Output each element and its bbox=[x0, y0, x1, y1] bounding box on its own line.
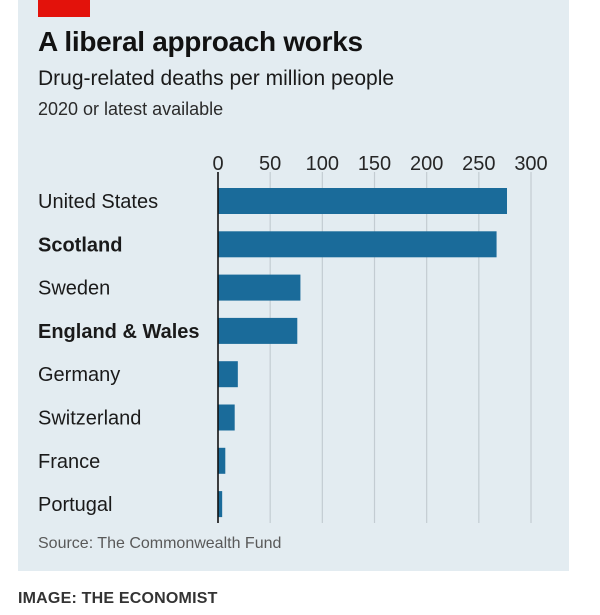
bar bbox=[218, 447, 226, 474]
category-label-highlighted: England & Wales bbox=[38, 321, 200, 343]
bar-chart: 0 50 100 150 200 250 300 United States Scotland S… bbox=[38, 153, 548, 523]
bar bbox=[218, 188, 508, 214]
x-tick-label: 250 bbox=[462, 153, 495, 175]
x-tick-label: 200 bbox=[410, 153, 443, 175]
x-tick-label: 50 bbox=[259, 153, 281, 175]
bar bbox=[218, 317, 298, 344]
chart-title: A liberal approach works bbox=[38, 26, 363, 57]
x-tick-label: 300 bbox=[514, 153, 547, 175]
category-label: Portugal bbox=[38, 494, 113, 516]
brand-tag bbox=[38, 0, 90, 17]
bar bbox=[218, 361, 238, 388]
x-tick-label: 100 bbox=[306, 153, 339, 175]
bar bbox=[218, 404, 235, 431]
bar bbox=[218, 274, 301, 301]
category-label: United States bbox=[38, 191, 158, 213]
category-label: Sweden bbox=[38, 278, 110, 300]
image-credit: IMAGE: THE ECONOMIST bbox=[18, 590, 218, 607]
chart-period: 2020 or latest available bbox=[38, 99, 224, 119]
category-label-highlighted: Scotland bbox=[38, 234, 122, 256]
chart-subtitle: Drug-related deaths per million people bbox=[38, 67, 395, 90]
x-tick-label: 150 bbox=[358, 153, 391, 175]
category-label: Germany bbox=[38, 364, 120, 386]
chart-source: Source: The Commonwealth Fund bbox=[38, 535, 282, 552]
chart-panel: A liberal approach works Drug-related de… bbox=[18, 0, 569, 571]
category-label: France bbox=[38, 451, 100, 473]
x-tick-label: 0 bbox=[212, 153, 223, 175]
bar bbox=[218, 491, 223, 518]
bar bbox=[218, 231, 497, 258]
category-label: Switzerland bbox=[38, 408, 141, 430]
